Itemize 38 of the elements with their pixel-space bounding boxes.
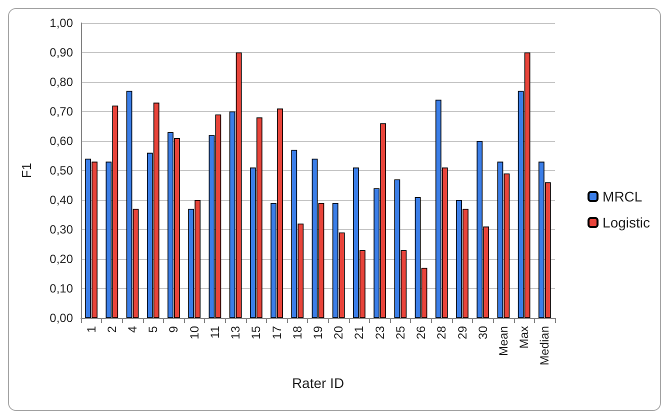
y-tick-label: 1,00 [50,16,74,30]
y-tick-label: 0,60 [50,134,74,148]
y-tick-label: 0,30 [50,222,74,236]
x-tick-label: 19 [311,326,325,340]
x-tick-label: 23 [372,326,387,340]
x-axis-title: Rater ID [292,375,344,391]
x-tick-label: 18 [290,326,304,340]
y-tick-label: 0,10 [50,282,74,296]
x-tick-label: 21 [352,326,366,340]
y-tick-label: 0,70 [50,104,74,118]
x-tick-label: 5 [146,326,160,333]
x-tick-label: 2 [104,326,119,333]
x-tick-label: 25 [393,326,408,340]
y-axis-title: F1 [19,162,34,178]
x-tick-label: 10 [187,326,202,340]
x-tick-label: 4 [126,326,140,333]
x-tick-label: 17 [270,326,284,340]
legend-label: Logistic [602,214,650,230]
x-tick-label: 15 [249,326,264,340]
x-tick-label: 28 [434,326,449,340]
y-tick-label: 0,40 [50,193,74,207]
y-tick-label: 0,80 [50,75,74,89]
x-tick-label: 29 [455,326,470,340]
x-tick-label: 30 [476,326,490,340]
x-tick-label: 13 [228,326,243,340]
x-tick-label: 20 [332,326,346,340]
y-tick-label: 0,20 [50,252,74,266]
legend-label: MRCL [602,188,642,204]
x-tick-label: 11 [208,326,222,338]
x-tick-label: 26 [414,326,428,340]
y-tick-label: 0,00 [50,311,74,325]
x-tick-label: Max [517,326,532,349]
x-tick-label: 9 [166,326,181,333]
y-tick-label: 0,50 [50,164,74,178]
x-tick-label: 1 [84,326,98,333]
x-tick-label: Mean [496,326,510,356]
y-tick-label: 0,90 [50,46,74,60]
x-tick-label: Median [538,326,552,366]
